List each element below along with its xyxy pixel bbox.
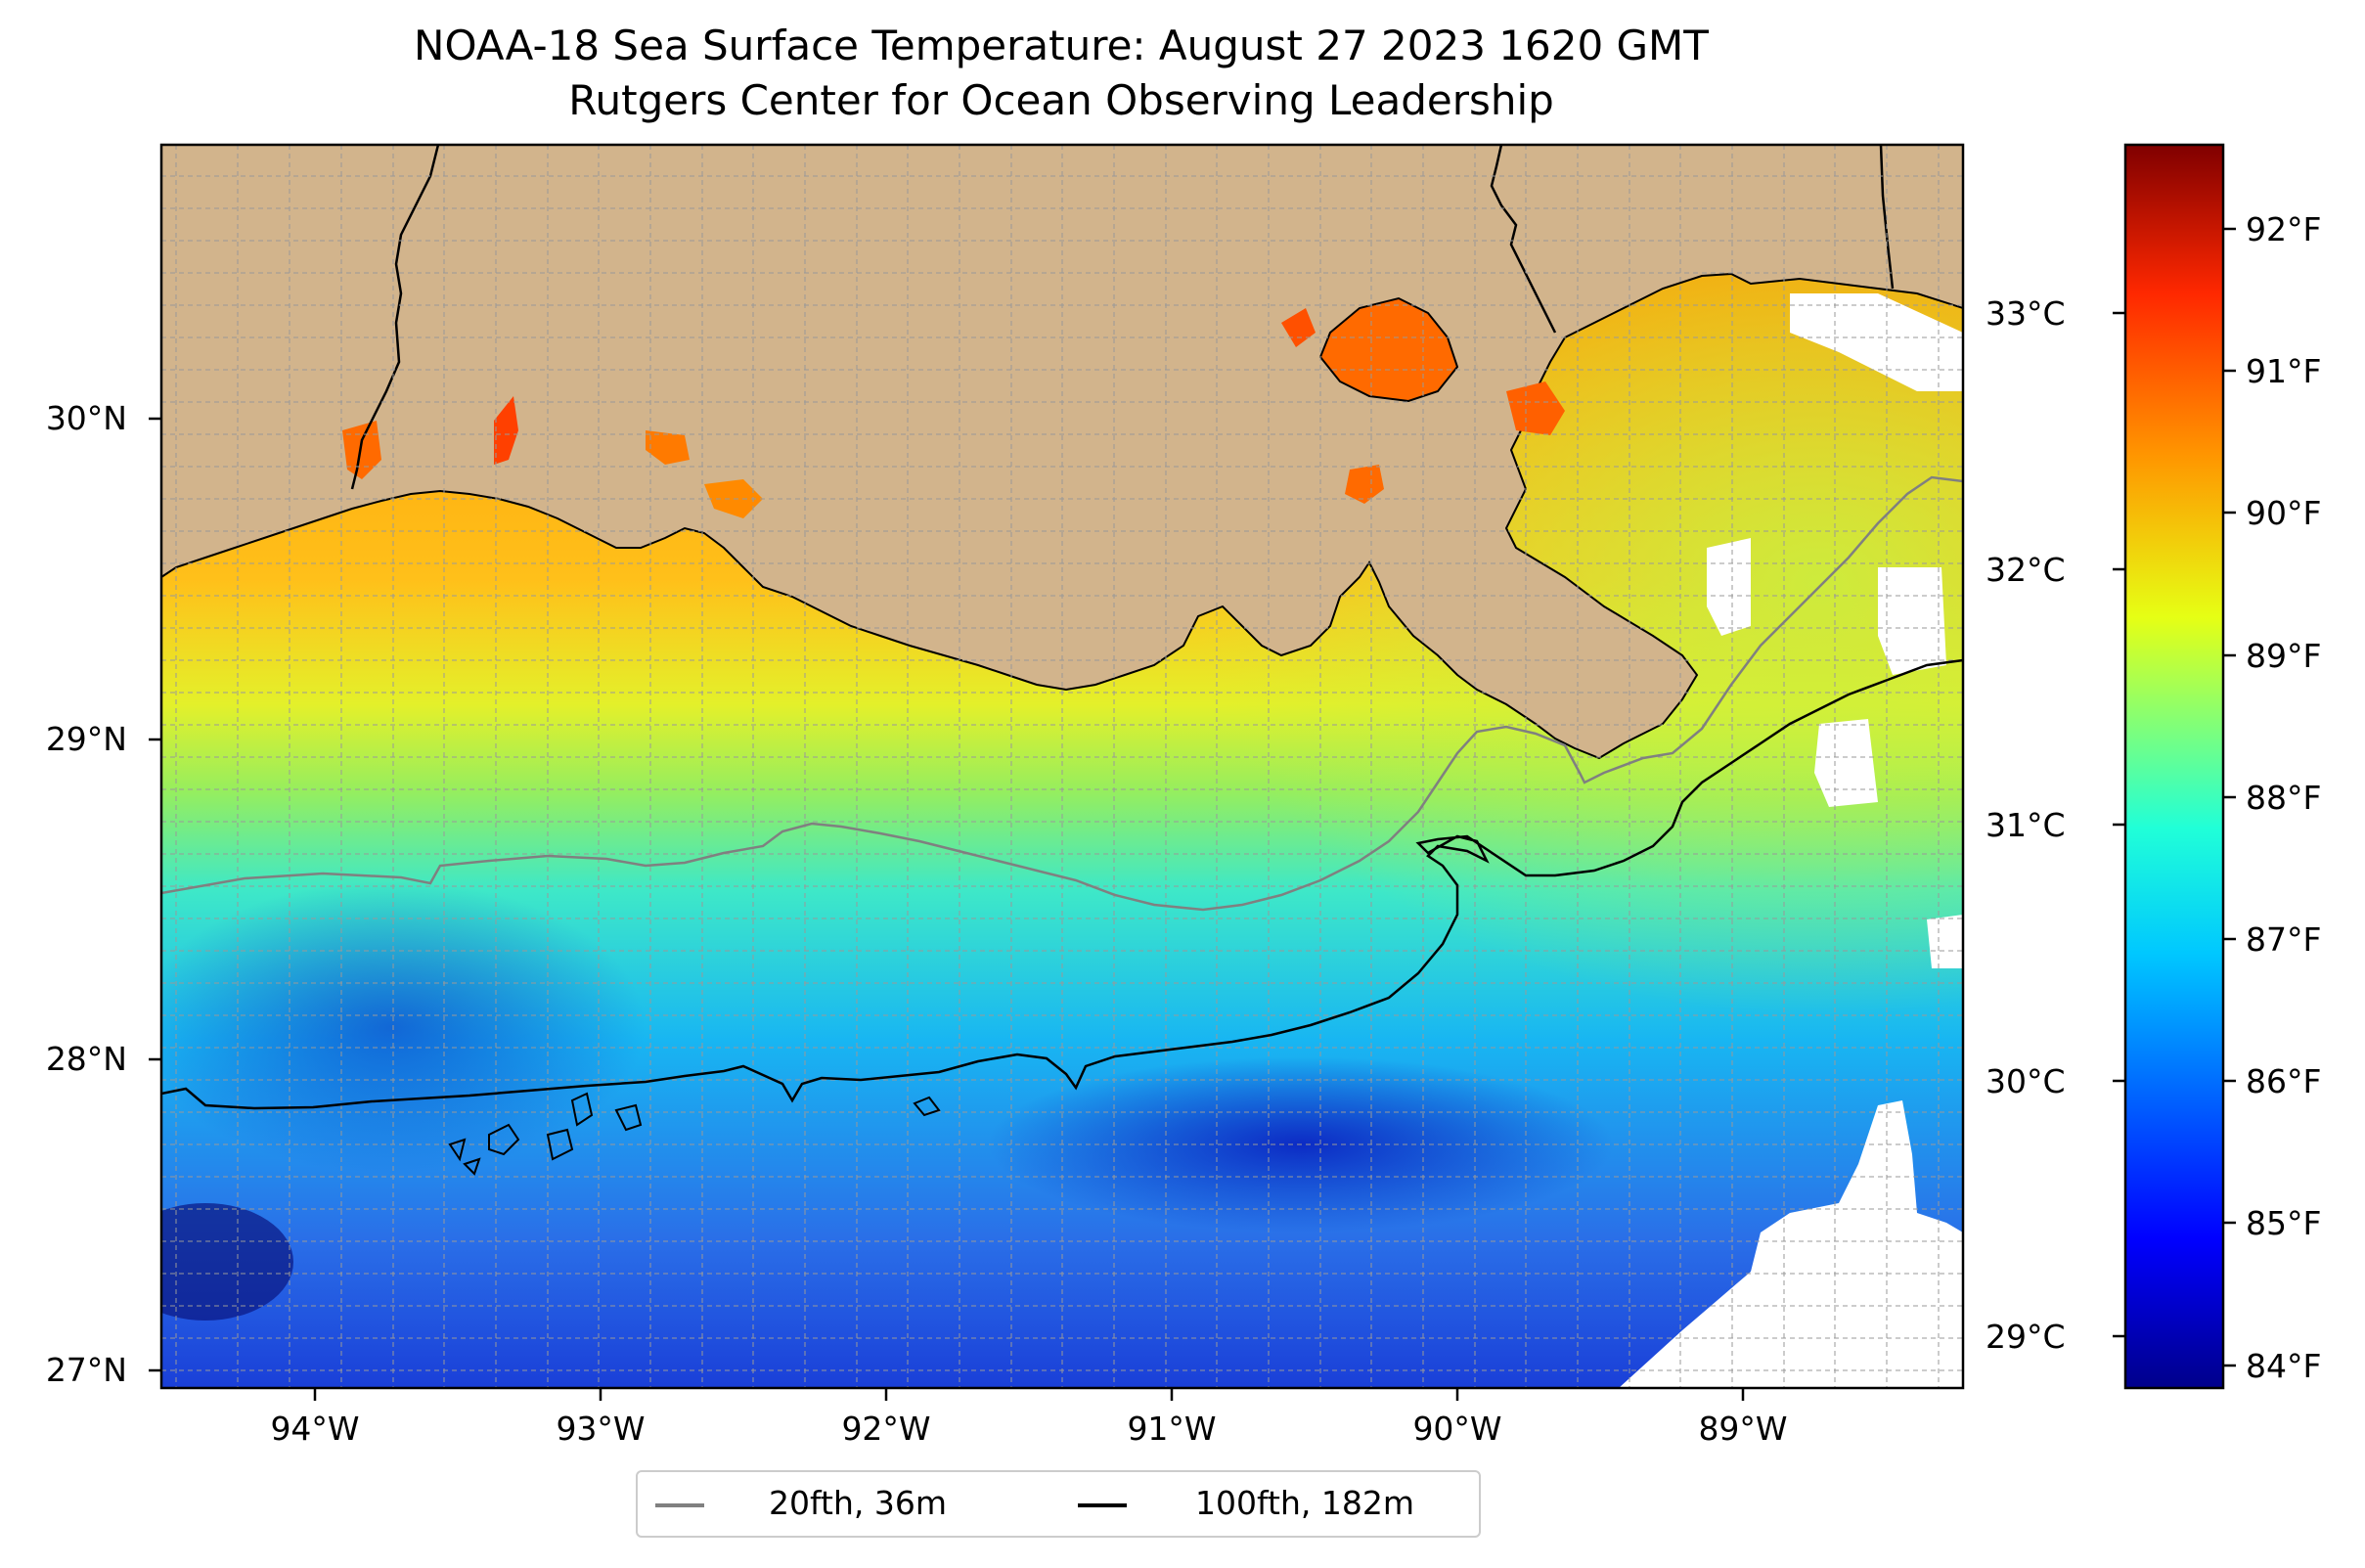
legend-swatch-100fth [1078,1503,1127,1507]
legend-label-100fth: 100fth, 182m [1195,1484,1414,1522]
nodata-east-3 [1814,719,1878,807]
legend-swatch-20fth [655,1503,704,1507]
lake-salvador [1345,465,1384,504]
gridlines [161,145,1963,1388]
cb-label-f-85: 85°F [2246,1204,2322,1242]
cb-label-f-91: 91°F [2246,352,2322,390]
isobath-20fth [161,475,1963,912]
cb-label-c-30: 30°C [1986,1062,2066,1100]
sabine-river [350,145,440,490]
axis-ticks [149,417,1745,1401]
cold-band-west [161,880,646,1174]
cb-label-c-29: 29°C [1986,1318,2066,1356]
pearl-river [1490,145,1557,334]
lon-label-89w: 89°W [1698,1410,1788,1448]
lon-label-91w: 91°W [1127,1410,1217,1448]
lat-label-28n: 28°N [45,1040,127,1078]
lat-label-30n: 30°N [45,399,127,437]
lake-west [342,421,381,479]
lake-borgne [1506,381,1565,435]
nodata-east-4 [1927,915,1963,968]
lake-grand [646,430,690,465]
ms-al-line [1879,145,1895,290]
lon-label-93w: 93°W [556,1410,646,1448]
cold-corner-sw [161,1203,293,1321]
map-title: NOAA-18 Sea Surface Temperature: August … [414,22,1709,69]
lake-calcasieu [494,396,518,465]
cb-label-f-88: 88°F [2246,779,2322,817]
nodata-east-2 [1878,567,1946,675]
isobath-100fth [161,658,1963,1110]
map-frame [159,143,1965,1390]
lat-label-29n: 29°N [45,720,127,758]
map-subtitle: Rutgers Center for Ocean Observing Leade… [568,76,1554,124]
lon-label-92w: 92°W [841,1410,931,1448]
cb-label-c-31: 31°C [1986,806,2066,844]
cb-label-f-92: 92°F [2246,210,2322,248]
nodata-southeast [1619,1100,1963,1388]
cb-label-f-89: 89°F [2246,637,2322,675]
lat-label-27n: 27°N [45,1351,127,1389]
nodata-northeast [1790,293,1963,391]
cb-label-f-87: 87°F [2246,920,2322,959]
legend: 20fth, 36m 100fth, 182m [636,1470,1481,1538]
cb-label-f-86: 86°F [2246,1062,2322,1100]
colorbar-ticks [2113,227,2236,1367]
legend-label-20fth: 20fth, 36m [769,1484,947,1522]
cb-label-f-90: 90°F [2246,494,2322,532]
cb-label-c-32: 32°C [1986,551,2066,589]
nodata-east-1 [1707,538,1751,636]
colorbar [2123,143,2225,1390]
lon-label-94w: 94°W [270,1410,360,1448]
lon-label-90w: 90°W [1412,1410,1502,1448]
map-area [161,145,1963,1388]
cb-label-c-33: 33°C [1986,294,2066,333]
shelf-banks [448,1092,941,1176]
cb-label-f-84: 84°F [2246,1347,2322,1385]
